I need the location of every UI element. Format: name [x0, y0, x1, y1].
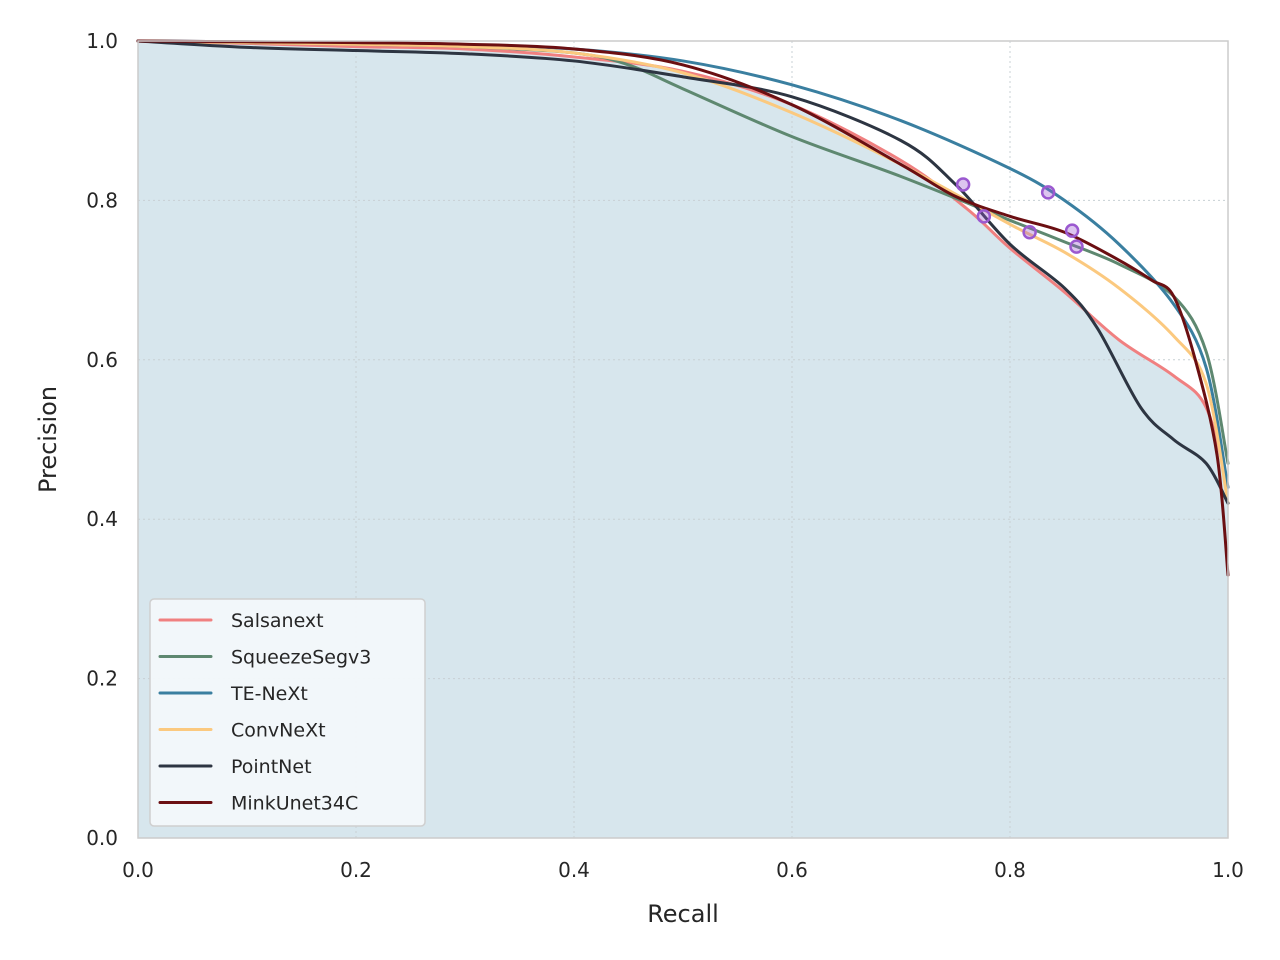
y-tick-label: 1.0 — [86, 29, 118, 53]
threshold-marker — [1064, 223, 1080, 238]
threshold-marker — [955, 177, 971, 192]
x-tick-label: 0.6 — [776, 858, 808, 882]
threshold-marker — [976, 209, 992, 224]
legend-entry-label: MinkUnet34C — [231, 793, 358, 815]
tick-label-layer: 0.0 0.2 0.4 0.6 0.8 1.0 0.0 0.2 0.4 0.6 0.8 1.0 — [86, 29, 1244, 882]
legend-entry-label: ConvNeXt — [231, 720, 326, 742]
x-tick-label: 0.8 — [994, 858, 1026, 882]
legend-entry-label: Salsanext — [231, 610, 324, 632]
series-line-salsanext — [136, 39, 1230, 489]
x-tick-label: 0.2 — [340, 858, 372, 882]
y-tick-label: 0.8 — [86, 188, 118, 212]
legend-entry-label: TE-NeXt — [230, 683, 308, 705]
y-tick-label: 0.0 — [86, 826, 118, 850]
x-tick-label: 1.0 — [1212, 858, 1244, 882]
x-axis-label: Recall — [647, 900, 719, 928]
y-axis-label: Precision — [34, 386, 62, 493]
marker-layer — [955, 177, 1084, 254]
legend-box — [149, 598, 426, 827]
legend: Salsanext SqueezeSegv3 TE-NeXt ConvNeXt Poin… — [149, 598, 426, 827]
plot-frame — [137, 40, 1229, 839]
y-tick-label: 0.6 — [86, 348, 118, 372]
series-layer — [136, 39, 1230, 577]
series-line-minkunet34c — [136, 39, 1230, 577]
x-tick-label: 0.0 — [122, 858, 154, 882]
legend-entry-label: SqueezeSegv3 — [231, 647, 371, 669]
legend-entry-label: PointNet — [231, 756, 312, 778]
threshold-marker — [1022, 225, 1037, 240]
threshold-marker — [1040, 185, 1056, 200]
y-tick-label: 0.2 — [86, 667, 118, 691]
x-tick-label: 0.4 — [558, 858, 590, 882]
series-line-pointnet — [136, 39, 1230, 505]
series-line-convnext — [136, 39, 1230, 505]
y-tick-label: 0.4 — [86, 507, 118, 531]
threshold-marker — [1069, 239, 1084, 254]
